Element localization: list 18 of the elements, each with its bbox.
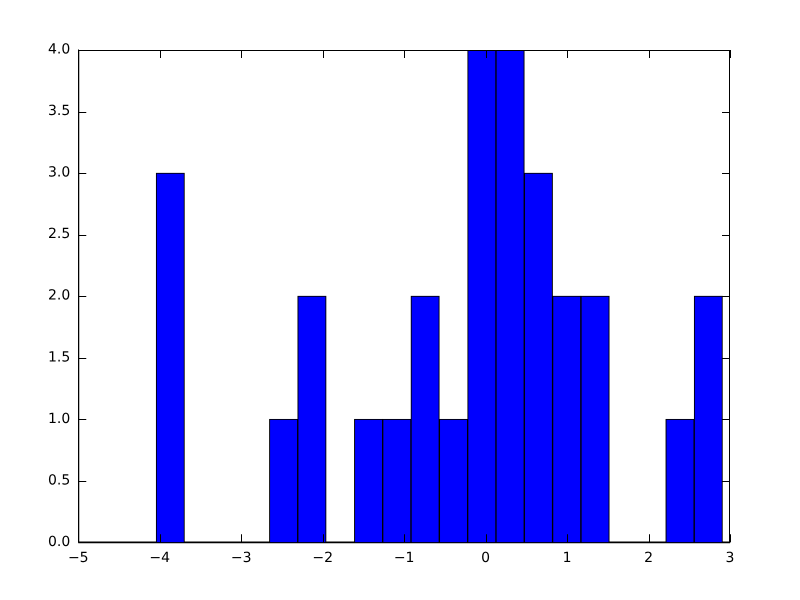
x-tick-label: 3	[726, 550, 734, 566]
x-tick-label: −5	[68, 550, 89, 566]
x-tick-label: −3	[230, 550, 252, 566]
y-tick-label: 2.5	[48, 226, 70, 242]
x-tick-label: −1	[394, 550, 414, 566]
x-tick-label: −2	[312, 550, 333, 566]
y-tick-label: 0.5	[48, 472, 70, 488]
y-tick-label: 3.5	[48, 103, 70, 120]
y-tick-label: 4.0	[48, 42, 70, 58]
x-tick-label: 2	[644, 550, 653, 566]
x-tick-label: −4	[149, 550, 170, 566]
y-tick-label: 2.0	[48, 288, 70, 304]
y-tick-label: 3.0	[48, 164, 70, 181]
y-tick-label: 1.0	[48, 410, 70, 427]
y-tick-label: 1.5	[48, 349, 70, 366]
x-tick-label: 1	[562, 550, 572, 566]
y-tick-label: 0.0	[48, 534, 70, 550]
x-tick-label: 0	[481, 550, 490, 566]
